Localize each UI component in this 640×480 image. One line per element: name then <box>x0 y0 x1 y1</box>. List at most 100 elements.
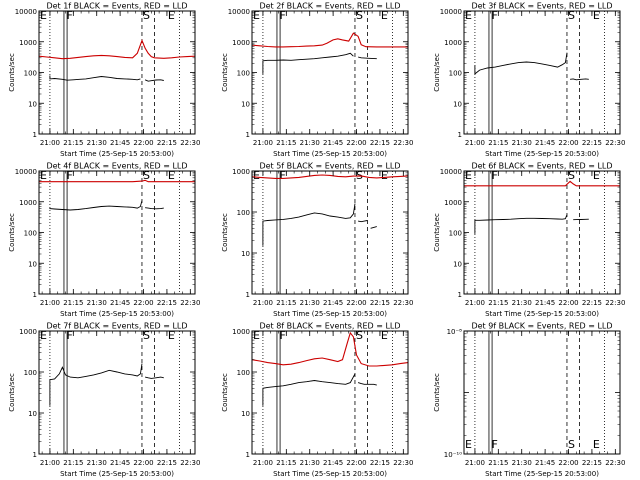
y-axis-label: Counts/sec <box>8 53 16 92</box>
plot-frame <box>463 330 621 455</box>
series-events-line <box>358 220 368 223</box>
x-tick-label: 22:30 <box>180 459 200 467</box>
x-tick-label: 21:45 <box>323 139 343 147</box>
marker-s-label: S <box>568 169 575 182</box>
marker-e-label: E <box>40 169 47 182</box>
x-tick-label: 22:00 <box>558 139 578 147</box>
y-tick-label: 10 <box>241 410 250 418</box>
x-axis-label: Start Time (25-Sep-15 20:53:00) <box>60 150 174 158</box>
x-tick-label: 21:45 <box>323 299 343 307</box>
x-tick-label: 22:30 <box>393 299 413 307</box>
y-tick-label: 10 <box>453 260 462 268</box>
y-tick-label: 1000 <box>232 328 250 336</box>
series-events-line <box>262 373 356 406</box>
x-tick-label: 21:45 <box>535 299 555 307</box>
x-tick-label: 22:00 <box>346 299 366 307</box>
panel-title: Det 5f BLACK = Events, RED = LLD <box>259 162 400 171</box>
x-tick-label: 21:30 <box>300 299 320 307</box>
y-tick-label: 100 <box>24 230 37 238</box>
series-lld-line <box>38 38 196 60</box>
y-tick-label: 1000 <box>444 199 462 207</box>
y-tick-label: 100 <box>24 369 37 377</box>
x-axis-label: Start Time (25-Sep-15 20:53:00) <box>60 310 174 318</box>
x-axis-label: Start Time (25-Sep-15 20:53:00) <box>60 470 174 478</box>
marker-s-label: S <box>356 9 363 22</box>
x-tick-label: 21:00 <box>40 459 60 467</box>
x-tick-label: 21:15 <box>63 139 83 147</box>
y-axis-label: Counts/sec <box>433 373 441 412</box>
x-tick-label: 21:15 <box>488 139 508 147</box>
y-tick-label: 1 <box>246 131 250 139</box>
x-axis-label: Start Time (25-Sep-15 20:53:00) <box>485 470 599 478</box>
marker-f-label: F <box>280 9 286 22</box>
x-axis-label: Start Time (25-Sep-15 20:53:00) <box>485 310 599 318</box>
x-tick-label: 21:30 <box>300 459 320 467</box>
y-axis-label: Counts/sec <box>221 213 229 252</box>
x-tick-label: 21:45 <box>110 139 130 147</box>
marker-f-label: F <box>492 169 498 182</box>
series-events-line <box>370 226 377 229</box>
y-tick-label: 100 <box>449 70 462 78</box>
marker-e-label: E <box>593 9 600 22</box>
marker-s-label: S <box>568 9 575 22</box>
series-events-line <box>474 52 568 75</box>
x-tick-label: 21:30 <box>87 459 107 467</box>
y-tick-label: 10⁻¹⁰ <box>444 451 462 459</box>
marker-e-label: E <box>253 329 260 342</box>
x-tick-label: 22:30 <box>605 299 625 307</box>
x-tick-label: 21:00 <box>253 459 273 467</box>
plot-frame <box>251 330 409 455</box>
y-axis-label: Counts/sec <box>8 213 16 252</box>
plot-frame <box>463 10 621 135</box>
x-axis-label: Start Time (25-Sep-15 20:53:00) <box>273 310 387 318</box>
x-tick-label: 22:30 <box>605 139 625 147</box>
x-tick-label: 21:00 <box>465 299 485 307</box>
marker-e-label: E <box>168 329 175 342</box>
x-tick-label: 21:15 <box>488 459 508 467</box>
marker-f-label: F <box>492 438 498 451</box>
panel-det-2f: Det 2f BLACK = Events, RED = LLD Counts/s… <box>221 2 413 159</box>
y-tick-label: 1000 <box>232 39 250 47</box>
x-tick-label: 22:15 <box>157 139 177 147</box>
x-tick-label: 21:45 <box>110 299 130 307</box>
y-axis-label: Counts/sec <box>433 213 441 252</box>
marker-e-label: E <box>40 9 47 22</box>
series-events-line <box>145 207 164 210</box>
x-tick-label: 22:00 <box>133 459 153 467</box>
y-tick-label: 10000 <box>15 168 37 176</box>
x-tick-label: 21:15 <box>63 459 83 467</box>
marker-s-label: S <box>356 329 363 342</box>
marker-e-label: E <box>465 438 472 451</box>
y-tick-label: 1 <box>246 451 250 459</box>
panel-title: Det 4f BLACK = Events, RED = LLD <box>46 162 187 171</box>
marker-f-label: F <box>492 9 498 22</box>
marker-e-label: E <box>465 169 472 182</box>
plot-frame <box>38 170 196 295</box>
y-tick-label: 10 <box>28 260 37 268</box>
x-tick-label: 22:15 <box>370 459 390 467</box>
marker-f-label: F <box>67 329 73 342</box>
x-tick-label: 21:15 <box>276 459 296 467</box>
x-tick-label: 21:45 <box>110 459 130 467</box>
y-tick-label: 100 <box>449 230 462 238</box>
x-tick-label: 22:15 <box>582 299 602 307</box>
y-tick-label: 10000 <box>228 8 250 16</box>
x-tick-label: 21:00 <box>253 139 273 147</box>
x-tick-label: 22:15 <box>157 459 177 467</box>
x-tick-label: 22:30 <box>180 139 200 147</box>
x-axis-label: Start Time (25-Sep-15 20:53:00) <box>273 470 387 478</box>
x-tick-label: 21:45 <box>323 459 343 467</box>
marker-e-label: E <box>381 9 388 22</box>
plot-frame <box>251 10 409 135</box>
marker-e-label: E <box>465 9 472 22</box>
series-events-line <box>262 203 356 246</box>
y-tick-label: 100 <box>24 70 37 78</box>
series-lld-line <box>464 180 620 187</box>
x-tick-label: 22:15 <box>370 139 390 147</box>
panel-det-8f: Det 8f BLACK = Events, RED = LLD Counts/s… <box>221 322 413 479</box>
marker-e-label: E <box>168 9 175 22</box>
y-tick-label: 10 <box>28 410 37 418</box>
panel-det-6f: Det 6f BLACK = Events, RED = LLD Counts/s… <box>433 162 625 319</box>
marker-s-label: S <box>143 9 150 22</box>
panel-title: Det 9f BLACK = Events, RED = LLD <box>471 322 612 331</box>
